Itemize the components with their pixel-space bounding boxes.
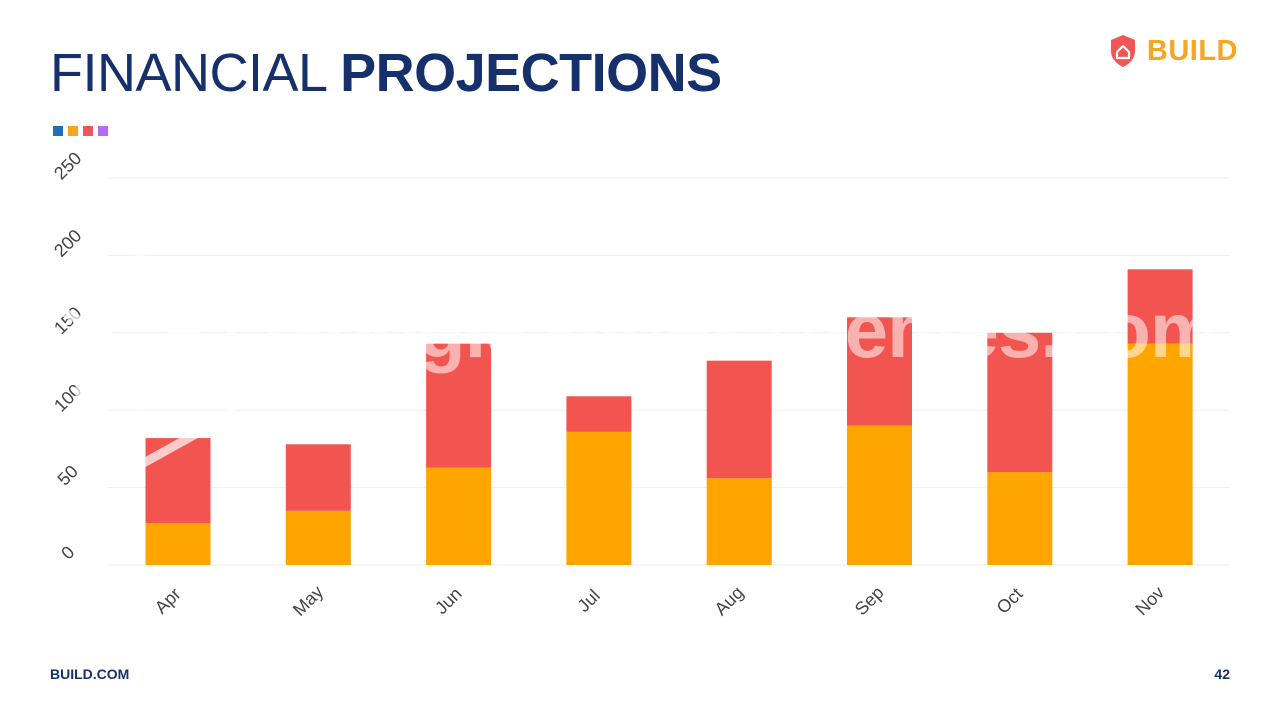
page-title: FINANCIAL PROJECTIONS — [50, 40, 722, 106]
x-tick-label: Sep — [851, 582, 888, 619]
bar-segment-bottom — [145, 523, 211, 565]
bar-segment-bottom — [285, 510, 351, 565]
bar-segment-top — [566, 396, 632, 432]
accent-dots — [53, 126, 108, 136]
title-light: FINANCIAL — [50, 43, 326, 103]
accent-dot — [83, 126, 93, 136]
y-tick-label: 0 — [57, 542, 78, 563]
x-tick-label: Apr — [151, 584, 185, 618]
x-tick-label: Jun — [431, 583, 466, 618]
x-tick-label: May — [289, 582, 327, 620]
bar-segment-bottom — [706, 478, 772, 565]
title-bold: PROJECTIONS — [340, 43, 722, 103]
y-tick-label: 250 — [50, 148, 85, 183]
y-tick-label: 100 — [50, 380, 85, 415]
y-tick-label: 50 — [54, 461, 82, 489]
bar-segment-bottom — [987, 472, 1053, 565]
x-tick-label: Nov — [1131, 582, 1168, 619]
accent-dot — [53, 126, 63, 136]
bar-segment-bottom — [847, 425, 912, 565]
bar-segment-bottom — [566, 431, 632, 565]
footer-site: BUILD.COM — [50, 666, 130, 682]
bar-segment-top — [706, 360, 772, 479]
bar-segment-top — [987, 332, 1053, 473]
y-tick-label: 150 — [50, 303, 85, 338]
bar-segment-top — [847, 317, 912, 426]
x-tick-label: Aug — [711, 582, 748, 619]
accent-dot — [98, 126, 108, 136]
bar-segment-top — [145, 438, 211, 524]
bar-segment-bottom — [1127, 343, 1193, 565]
accent-dot — [68, 126, 78, 136]
x-tick-label: Oct — [993, 584, 1027, 618]
logo-text: BUILD — [1146, 34, 1238, 67]
x-tick-label: Jul — [573, 586, 603, 616]
bar-segment-bottom — [426, 467, 492, 565]
page-number: 42 — [1214, 666, 1230, 682]
y-tick-label: 200 — [50, 225, 85, 260]
shield-home-icon — [1110, 35, 1135, 67]
bar-segment-top — [1127, 269, 1193, 344]
bar-segment-top — [285, 444, 351, 511]
bar-segment-top — [426, 343, 492, 468]
brand-logo: BUILD — [1109, 34, 1238, 68]
